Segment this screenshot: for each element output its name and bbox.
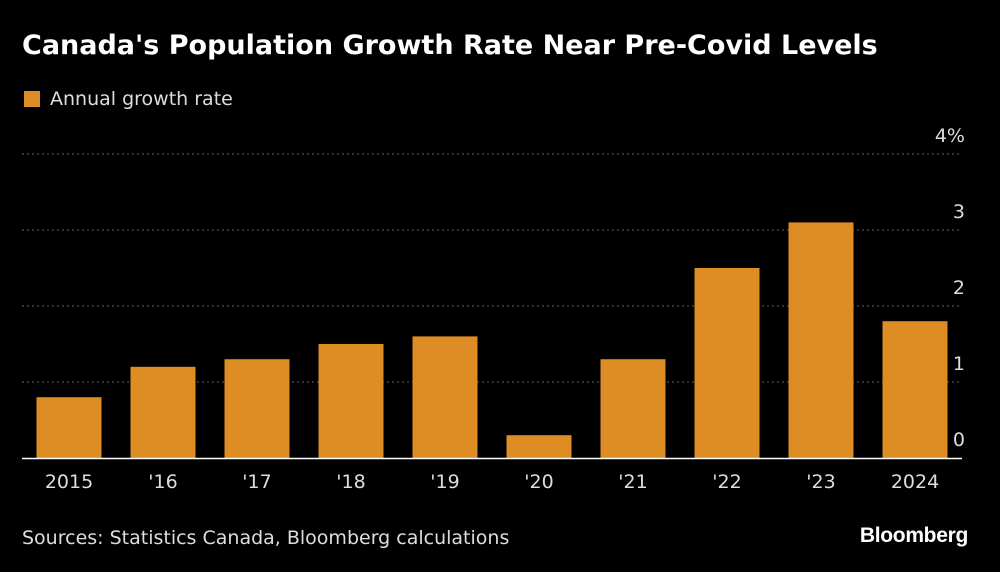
legend: Annual growth rate [24,88,233,110]
bar [788,222,854,458]
y-tick-label: 1 [953,353,965,375]
x-tick-label: '18 [336,471,365,493]
x-tick-label: '20 [524,471,553,493]
bar [882,321,948,458]
bar [506,435,572,458]
bar [412,336,478,458]
x-tick-label: '22 [712,471,741,493]
legend-swatch [24,91,40,107]
bar [600,359,666,458]
bar [130,366,196,458]
x-tick-label: '16 [148,471,177,493]
x-tick-label: 2015 [45,471,93,493]
source-note: Sources: Statistics Canada, Bloomberg ca… [22,527,510,549]
bloomberg-logo: Bloomberg [859,524,968,547]
x-tick-label: '21 [618,471,647,493]
bar [36,397,102,458]
y-tick-label: 2 [953,277,965,299]
chart-title: Canada's Population Growth Rate Near Pre… [22,30,878,61]
bar [224,359,290,458]
x-tick-label: '23 [806,471,835,493]
x-tick-label: 2024 [891,471,939,493]
legend-label: Annual growth rate [50,88,233,110]
x-tick-label: '17 [242,471,271,493]
x-tick-label: '19 [430,471,459,493]
bar [694,268,760,458]
y-tick-label: 3 [953,201,965,223]
y-tick-label: 0 [953,429,965,451]
y-tick-label: 4% [935,125,965,147]
bar [318,344,384,458]
